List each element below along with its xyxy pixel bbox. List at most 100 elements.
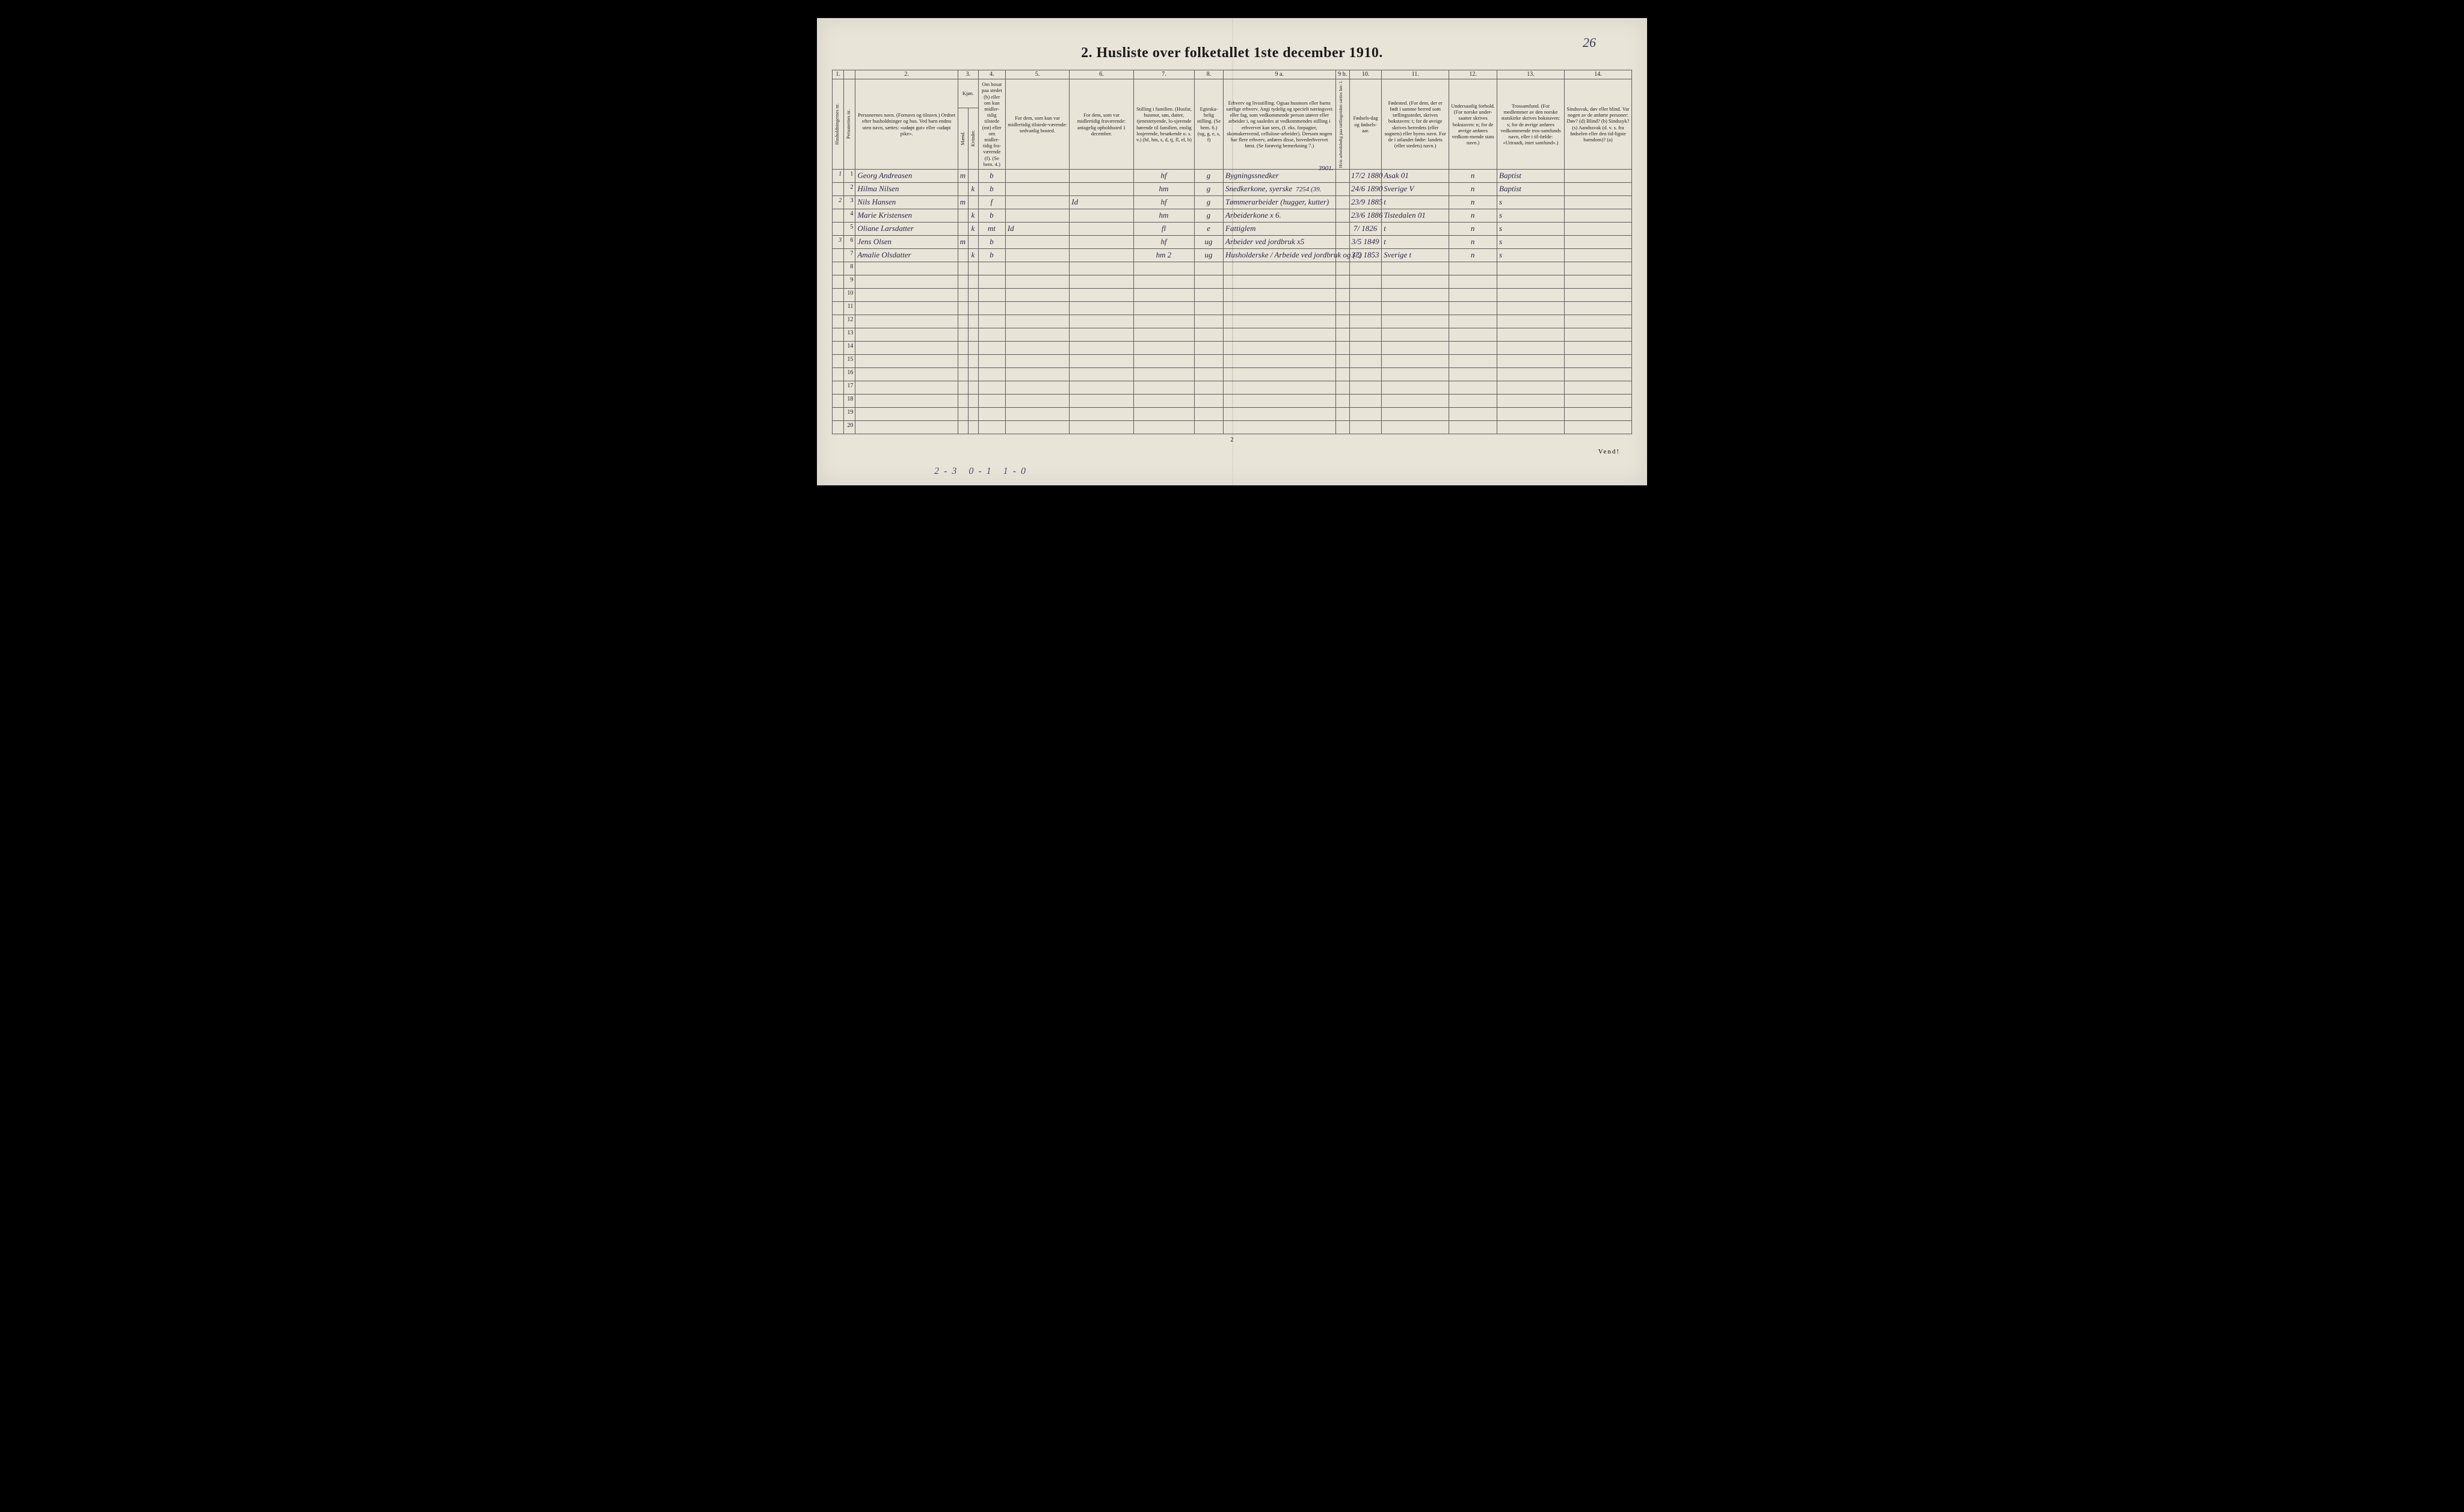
usual-residence [1005,209,1070,223]
column-number: 4. [978,70,1005,79]
cell: 9 [844,275,855,289]
cell [978,315,1005,328]
cell [1449,289,1497,302]
cell [1335,355,1349,368]
cell [1195,355,1224,368]
cell [1335,395,1349,408]
marital-status: e [1195,223,1224,236]
cell [1564,395,1631,408]
cell [958,342,968,355]
cell [1335,315,1349,328]
header-usual-residence: For dem, som kun var midlertidig tilsted… [1005,79,1070,170]
cell [1564,381,1631,395]
cell [978,342,1005,355]
marital-status: g [1195,196,1224,209]
sex-female: k [968,223,978,236]
marital-status: g [1195,209,1224,223]
cell [1070,315,1134,328]
disability [1564,170,1631,183]
cell [855,275,958,289]
cell [1224,302,1336,315]
family-position: hf [1133,170,1194,183]
cell [1497,368,1565,381]
residence-status: b [978,209,1005,223]
family-position: hf [1133,196,1194,209]
table-header: 1.2.3.4.5.6.7.8.9 a.9 b.10.11.12.13.14. … [833,70,1632,170]
cell [1349,395,1381,408]
religion: s [1497,249,1565,262]
marital-status: g [1195,183,1224,196]
cell [1564,302,1631,315]
cell [1497,408,1565,421]
absent-location [1070,170,1134,183]
cell [968,408,978,421]
religion: s [1497,236,1565,249]
cell [978,368,1005,381]
cell: 13 [844,328,855,342]
table-row-empty: 12 [833,315,1632,328]
header-name: Personernes navn. (Fornavn og tilnavn.) … [855,79,958,170]
table-row-empty: 9 [833,275,1632,289]
person-number: 2 [844,183,855,196]
cell [1195,315,1224,328]
header-male: Mænd. [958,108,968,170]
cell [1564,355,1631,368]
cell [855,421,958,434]
person-number: 5 [844,223,855,236]
cell [855,315,958,328]
cell [855,289,958,302]
cell [1564,315,1631,328]
column-number: 12. [1449,70,1497,79]
cell [1497,302,1565,315]
footer-turn-over: Vend! [832,448,1632,455]
cell [1564,275,1631,289]
column-number: 5. [1005,70,1070,79]
cell [1070,289,1134,302]
table-body: 11Georg Andreasenmbhfg3901.Bygningssnedk… [833,170,1632,434]
sex-male: m [958,196,968,209]
column-number: 13. [1497,70,1565,79]
person-number: 1 [844,170,855,183]
cell [1224,355,1336,368]
cell [833,381,844,395]
cell [968,342,978,355]
table-row: 36Jens OlsenmbhfugArbeider ved jordbruk … [833,236,1632,249]
column-number: 1. [833,70,844,79]
cell [978,381,1005,395]
disability [1564,249,1631,262]
cell [1195,408,1224,421]
cell [1349,355,1381,368]
cell [1133,328,1194,342]
cell [1449,381,1497,395]
cell [1335,275,1349,289]
usual-residence [1005,170,1070,183]
header-disability: Sindssvak, døv eller blind. Var nogen av… [1564,79,1631,170]
cell [833,328,844,342]
cell: 20 [844,421,855,434]
footer-page-number: 2 [832,437,1632,443]
cell [978,395,1005,408]
cell [1133,262,1194,275]
residence-status: b [978,236,1005,249]
cell [1349,315,1381,328]
header-female: Kvinder. [968,108,978,170]
usual-residence [1005,236,1070,249]
header-religion: Trossamfund. (For medlemmer av den norsk… [1497,79,1565,170]
marital-status: ug [1195,249,1224,262]
cell [978,275,1005,289]
person-name: Nils Hansen [855,196,958,209]
cell [1133,275,1194,289]
person-number: 3 [844,196,855,209]
cell: 19 [844,408,855,421]
household-number: 1 [833,170,844,183]
table-row-empty: 10 [833,289,1632,302]
cell [1070,421,1134,434]
household-number [833,183,844,196]
table-row-empty: 16 [833,368,1632,381]
cell [958,302,968,315]
usual-residence [1005,196,1070,209]
citizenship: n [1449,223,1497,236]
disability [1564,183,1631,196]
cell [1070,262,1134,275]
cell [833,395,844,408]
